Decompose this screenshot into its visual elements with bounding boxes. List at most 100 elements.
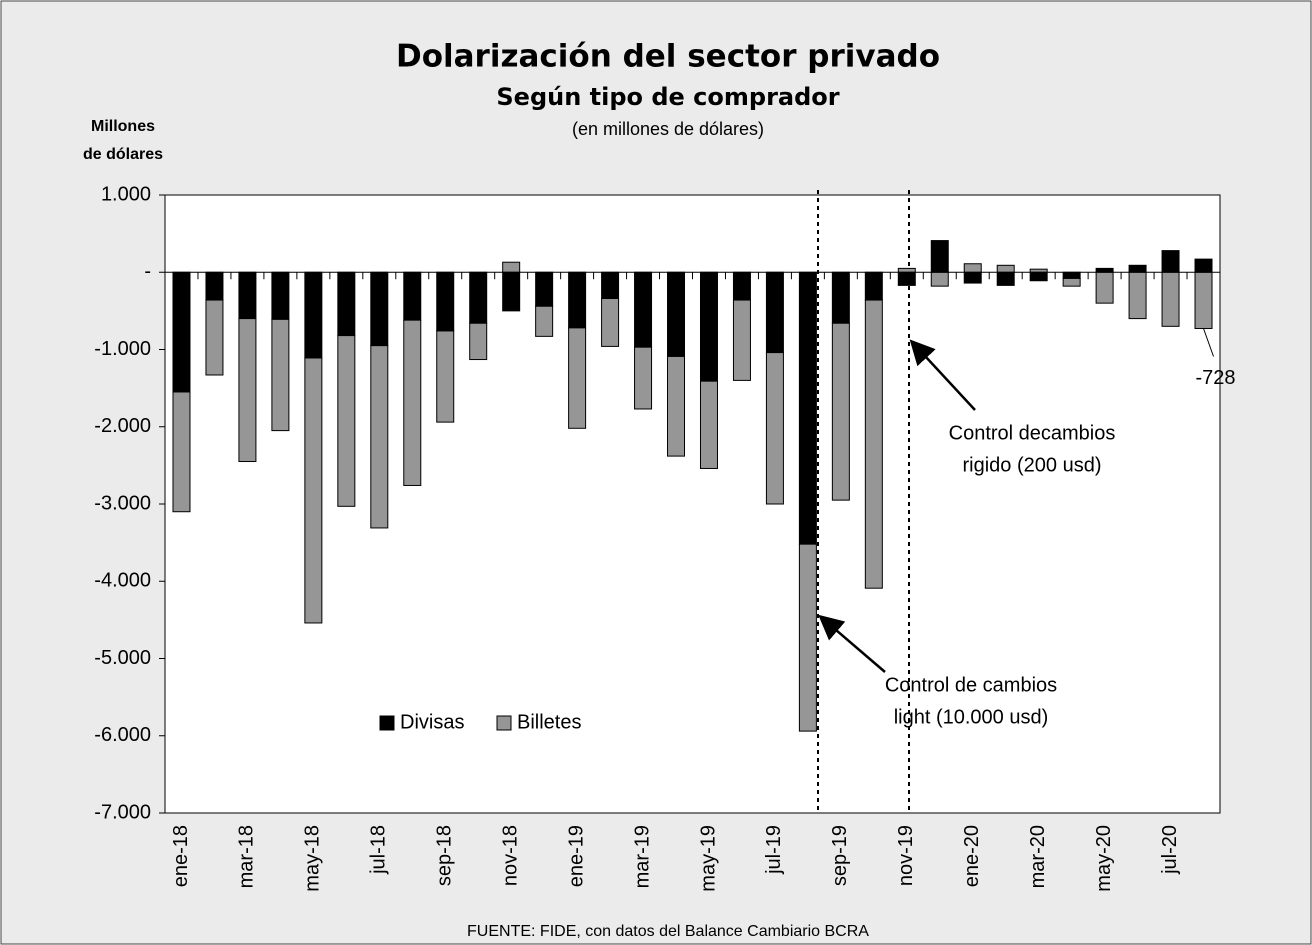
bar [403, 271, 422, 321]
bar [1029, 271, 1048, 282]
bar [930, 240, 949, 273]
bar [996, 264, 1015, 273]
annotation-arrow [818, 614, 886, 673]
bar [798, 543, 817, 732]
x-tick-label: nov-18 [499, 825, 521, 886]
bar [436, 271, 455, 332]
bar [271, 271, 290, 320]
bar [930, 271, 949, 287]
x-tick-label: ene-18 [170, 825, 192, 887]
bar [634, 346, 653, 410]
legend-swatch [379, 715, 395, 731]
y-tick-label: - [144, 261, 151, 283]
bar [502, 261, 521, 273]
legend-swatch [496, 715, 512, 731]
bar [699, 380, 718, 469]
bar [370, 271, 389, 347]
bar [963, 271, 982, 284]
x-tick-label: mar-18 [236, 825, 258, 888]
bar [1095, 267, 1114, 273]
legend-label: Billetes [517, 711, 581, 733]
bar [864, 271, 883, 301]
bar [337, 335, 356, 507]
x-tick-label: mar-19 [631, 825, 653, 888]
bar [172, 271, 191, 393]
x-tick-label: may-20 [1093, 825, 1115, 892]
annotation-arrow [909, 339, 976, 411]
bar [831, 322, 850, 501]
bar [667, 355, 686, 457]
bar [765, 271, 784, 354]
bar [667, 271, 686, 357]
bar [831, 271, 850, 324]
y-tick-label: -1.000 [94, 338, 151, 360]
source: FUENTE: FIDE, con datos del Balance Camb… [467, 923, 869, 940]
bar [337, 271, 356, 337]
bar [304, 271, 323, 359]
plot-area [164, 194, 1221, 814]
bar [1062, 271, 1081, 279]
x-tick-label: sep-19 [829, 825, 851, 886]
chart-note: (en millones de dólares) [572, 119, 764, 139]
x-tick-label: ene-19 [565, 825, 587, 887]
x-tick-label: ene-20 [961, 825, 983, 887]
bar [568, 327, 587, 429]
y-tick-label: -5.000 [94, 647, 151, 669]
bar [172, 391, 191, 513]
chart-subtitle: Según tipo de comprador [496, 83, 839, 111]
bar [1194, 271, 1213, 329]
bar [535, 305, 554, 337]
y-tick-label: -2.000 [94, 415, 151, 437]
x-tick-label: jul-20 [1159, 825, 1181, 875]
x-tick-label: may-18 [302, 825, 324, 892]
y-axis-label: Millones [91, 118, 155, 135]
y-axis-label: de dólares [83, 146, 163, 163]
bar [699, 271, 718, 382]
bar [238, 318, 257, 463]
x-tick-label: jul-19 [763, 825, 785, 875]
bar [1161, 250, 1180, 273]
bar [864, 299, 883, 589]
bar [370, 345, 389, 529]
bar [732, 271, 751, 301]
bar [271, 318, 290, 432]
bar [963, 263, 982, 273]
annotation: Control decambios [949, 422, 1116, 444]
y-tick-label: 1.000 [101, 183, 151, 205]
bar [469, 322, 488, 361]
bar [1194, 258, 1213, 273]
bar [996, 271, 1015, 286]
y-tick-label: -4.000 [94, 570, 151, 592]
bar [1062, 277, 1081, 287]
bar [205, 299, 224, 376]
x-tick-label: jul-18 [368, 825, 390, 875]
y-tick-label: -7.000 [94, 801, 151, 823]
bar [634, 271, 653, 348]
data-label: -728 [1196, 367, 1236, 389]
bar [897, 267, 916, 273]
bar [535, 271, 554, 307]
bar [238, 271, 257, 320]
bar [765, 352, 784, 505]
bar [1128, 264, 1147, 273]
bar [601, 298, 620, 347]
y-tick-label: -3.000 [94, 492, 151, 514]
bar [1128, 271, 1147, 320]
bar [798, 271, 817, 545]
chart-title: Dolarización del sector privado [396, 39, 940, 75]
bar [205, 271, 224, 301]
bar [304, 357, 323, 624]
bar [436, 330, 455, 423]
x-tick-label: sep-18 [434, 825, 456, 886]
bar [732, 299, 751, 381]
annotation: light (10.000 usd) [894, 706, 1049, 728]
x-tick-label: nov-19 [895, 825, 917, 886]
bar [502, 271, 521, 312]
x-tick-label: mar-20 [1027, 825, 1049, 888]
annotation: rigido (200 usd) [963, 454, 1102, 476]
bar [1095, 271, 1114, 304]
bar [469, 271, 488, 324]
bar [403, 319, 422, 486]
bar [568, 271, 587, 329]
